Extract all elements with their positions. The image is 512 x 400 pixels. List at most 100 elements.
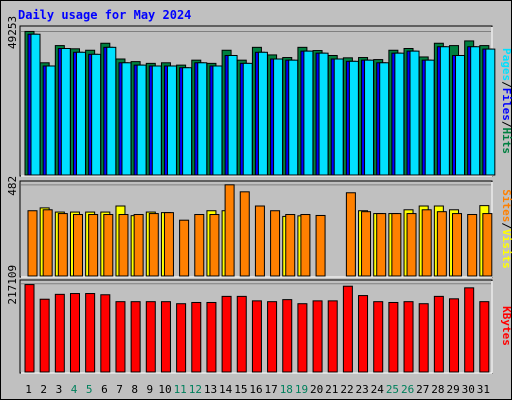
bar-hits-pages-day-28 (439, 46, 450, 176)
bar-kbytes-kbytes-day-28 (433, 295, 444, 373)
x-tick-label: 31 (477, 383, 490, 396)
bar-visits-sites-day-28 (436, 211, 447, 277)
x-tick-label: 24 (371, 383, 385, 396)
bar-hits-pages-day-16 (257, 51, 268, 176)
bar-hits-pages-day-19 (303, 50, 314, 176)
x-tick-label: 9 (147, 383, 154, 396)
bar-hits-pages-day-30 (470, 46, 481, 176)
x-tick-label: 30 (462, 383, 475, 396)
bar-kbytes-kbytes-day-26 (403, 301, 414, 373)
legend-entry: Pages (500, 48, 512, 81)
legend-entry: Sites (500, 189, 512, 222)
x-tick-label: 12 (189, 383, 202, 396)
bar-hits-pages-day-25 (394, 52, 405, 176)
x-tick-label: 3 (56, 383, 63, 396)
panel-kbytes: 217109 (6, 265, 493, 374)
bar-hits-pages-day-23 (364, 59, 375, 176)
bar-visits-sites-day-29 (452, 213, 463, 277)
bar-kbytes-kbytes-day-15 (236, 295, 247, 373)
panel-visits: 482 (6, 176, 493, 278)
bar-hits-pages-day-27 (424, 59, 435, 176)
bar-visits-sites-day-23 (361, 211, 372, 277)
bar-visits-sites-day-1 (27, 210, 38, 277)
bar-hits-pages-day-9 (151, 65, 162, 176)
chart-title: Daily usage for May 2024 (18, 8, 191, 22)
bar-hits-pages-day-15 (242, 62, 253, 176)
x-tick-label: 6 (101, 383, 108, 396)
x-tick-label: 10 (158, 383, 171, 396)
bar-hits-pages-day-14 (227, 54, 238, 176)
x-tick-label: 8 (131, 383, 138, 396)
bar-visits-sites-day-8 (133, 214, 144, 277)
x-tick-label: 20 (310, 383, 323, 396)
bar-visits-sites-day-27 (421, 209, 432, 277)
bar-hits-pages-day-29 (455, 54, 466, 176)
bar-kbytes-kbytes-day-10 (160, 301, 171, 373)
bar-kbytes-kbytes-day-4 (69, 293, 80, 373)
x-tick-label: 2 (40, 383, 47, 396)
bar-kbytes-kbytes-day-22 (342, 285, 353, 373)
bar-kbytes-kbytes-day-2 (39, 298, 50, 373)
bar-visits-sites-day-11 (179, 219, 190, 277)
bar-visits-sites-day-6 (103, 214, 114, 277)
bar-kbytes-kbytes-day-9 (145, 301, 156, 373)
bar-hits-pages-day-13 (212, 65, 223, 176)
bar-kbytes-kbytes-day-23 (358, 295, 369, 373)
bar-kbytes-kbytes-day-6 (100, 294, 111, 373)
x-tick-label: 4 (71, 383, 78, 396)
bar-hits-pages-day-17 (273, 58, 284, 176)
x-tick-label: 11 (174, 383, 187, 396)
bar-hits-pages-day-11 (182, 67, 193, 176)
bar-kbytes-kbytes-day-12 (191, 301, 202, 373)
bar-hits-pages-day-5 (91, 53, 102, 176)
bar-visits-sites-day-17 (270, 210, 281, 277)
bar-visits-sites-day-24 (376, 213, 387, 277)
bar-kbytes-kbytes-day-8 (130, 301, 141, 373)
side-legend-2: KBytes (500, 306, 512, 346)
x-tick-label: 28 (431, 383, 444, 396)
x-tick-label: 26 (401, 383, 414, 396)
bar-visits-sites-day-3 (57, 213, 68, 277)
legend-entry: Hits (500, 128, 512, 155)
x-tick-label: 7 (116, 383, 123, 396)
bar-hits-pages-day-31 (485, 48, 496, 176)
bar-visits-sites-day-26 (406, 213, 417, 277)
bar-kbytes-kbytes-day-31 (479, 301, 490, 373)
bar-hits-pages-day-4 (75, 51, 86, 176)
ytick-kbytes: 217109 (6, 265, 19, 305)
x-tick-label: 21 (325, 383, 338, 396)
bar-visits-sites-day-19 (300, 214, 311, 277)
x-tick-label: 27 (416, 383, 429, 396)
bar-visits-sites-day-2 (42, 209, 53, 277)
bar-kbytes-kbytes-day-27 (418, 303, 429, 373)
bar-kbytes-kbytes-day-25 (388, 301, 399, 373)
legend-entry: / (500, 222, 512, 229)
x-tick-label: 22 (340, 383, 353, 396)
bar-hits-pages-day-1 (30, 33, 41, 176)
bar-visits-sites-day-22 (345, 192, 356, 277)
bar-visits-sites-day-10 (163, 212, 174, 277)
x-tick-label: 1 (25, 383, 32, 396)
side-legend-1: Sites/Visits (500, 189, 512, 269)
legend-entry: KBytes (500, 306, 512, 346)
bar-hits-pages-day-2 (45, 65, 56, 176)
bar-hits-pages-day-22 (348, 60, 359, 176)
x-tick-label: 17 (265, 383, 278, 396)
bar-visits-sites-day-14 (224, 184, 235, 277)
bar-kbytes-kbytes-day-21 (327, 300, 338, 373)
x-tick-label: 25 (386, 383, 399, 396)
bar-kbytes-kbytes-day-24 (373, 301, 384, 373)
bar-kbytes-kbytes-day-1 (24, 284, 35, 373)
bar-kbytes-kbytes-day-5 (85, 293, 96, 373)
bar-hits-pages-day-6 (106, 46, 117, 176)
bar-hits-pages-day-8 (136, 64, 147, 176)
bar-visits-sites-day-9 (148, 213, 159, 277)
panel-hits: 49253 (6, 16, 496, 177)
bar-kbytes-kbytes-day-16 (251, 300, 262, 373)
bar-hits-pages-day-21 (333, 58, 344, 176)
bar-visits-sites-day-31 (482, 213, 493, 277)
bar-visits-sites-day-5 (88, 214, 99, 277)
bar-kbytes-kbytes-day-11 (176, 303, 187, 373)
x-tick-label: 18 (280, 383, 293, 396)
